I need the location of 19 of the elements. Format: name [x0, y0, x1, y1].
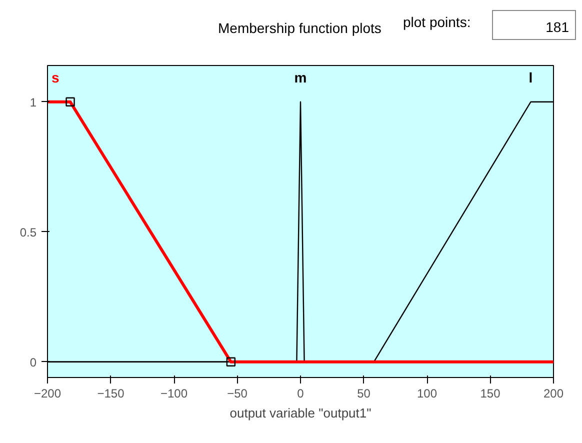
x-tick-label: −50 — [227, 386, 248, 400]
x-tick-label: 100 — [416, 386, 438, 400]
y-tick-label: 1 — [30, 95, 37, 110]
text: 181 — [546, 18, 569, 37]
series-label: m — [294, 70, 307, 86]
x-tick-label: 0 — [297, 386, 304, 400]
text: plot points: — [403, 13, 471, 32]
series-label: s — [52, 70, 60, 86]
series-label: l — [528, 70, 533, 86]
x-tick-label: 200 — [543, 386, 564, 400]
y-tick-label: 0.5 — [20, 225, 37, 240]
x-tick-label: −100 — [160, 386, 188, 400]
x-axis-title: output variable "output1" — [230, 406, 372, 420]
y-tick-label: 0 — [30, 355, 37, 370]
x-tick-label: 150 — [480, 386, 501, 400]
x-tick-label: −150 — [97, 386, 125, 400]
x-tick-label: −200 — [34, 386, 62, 400]
chart-title: Membership function plots — [218, 19, 382, 38]
x-tick-label: 50 — [357, 386, 371, 400]
